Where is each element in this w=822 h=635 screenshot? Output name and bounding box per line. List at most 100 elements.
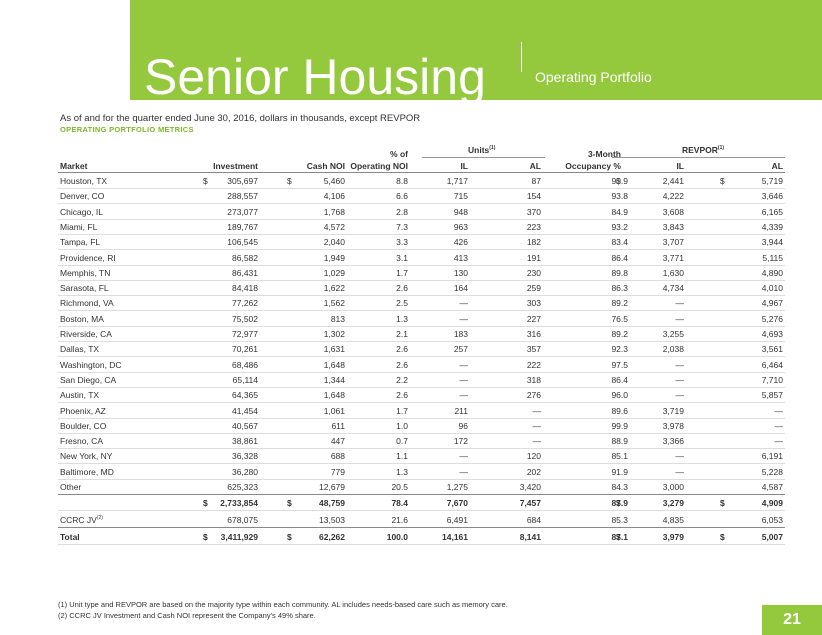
cell: — (459, 451, 469, 462)
cell: 1,302 (323, 329, 345, 339)
rule (58, 448, 785, 450)
cell: 2.6 (396, 344, 408, 355)
market: Baltimore, MD (60, 466, 114, 477)
rule (58, 203, 785, 205)
cell: 0.7 (396, 436, 408, 447)
rule (58, 233, 785, 235)
cell: 3,366 (662, 436, 684, 447)
cell: — (459, 359, 469, 370)
cell: — (675, 313, 685, 324)
cell: 8,141 (519, 532, 541, 542)
cell: 447 (330, 436, 345, 447)
cell: 413 (453, 252, 468, 263)
market: Riverside, CA (60, 329, 112, 339)
cell: — (675, 451, 685, 462)
cell: 13,503 (319, 515, 345, 525)
cell: 36,328 (232, 451, 258, 462)
cell: 97.5 (611, 359, 628, 370)
market: Dallas, TX (60, 344, 100, 355)
cell: 1,631 (323, 344, 345, 355)
col-header: Operating NOI (350, 161, 408, 171)
cell: 77,262 (232, 298, 258, 309)
cell: 1,648 (323, 359, 345, 370)
cell: 87.1 (611, 532, 628, 542)
market: Fresno, CA (60, 436, 103, 447)
cell: 3,420 (519, 482, 541, 492)
cell: 963 (453, 221, 468, 232)
cell: 1,717 (446, 176, 468, 186)
rule (58, 544, 785, 545)
cell: 1,768 (323, 206, 345, 217)
rule (58, 494, 785, 495)
cell: 12,679 (319, 482, 345, 492)
cell: 93.2 (611, 221, 628, 232)
cell: 88.9 (611, 436, 628, 447)
cell: 65,114 (232, 374, 258, 385)
cell: 4,909 (761, 498, 783, 508)
rule (58, 188, 785, 189)
cell: 1,630 (662, 267, 684, 278)
col-header: AL (529, 161, 541, 171)
currency: $ (720, 532, 725, 542)
cell: 230 (526, 267, 541, 278)
cell: 2.6 (396, 390, 408, 401)
cell: 5,460 (323, 176, 345, 186)
currency: $ (287, 532, 292, 542)
heading: OPERATING PORTFOLIO METRICS (60, 125, 194, 134)
cell: 3,608 (662, 206, 684, 217)
cell: 357 (526, 344, 541, 355)
cell: 305,697 (227, 176, 258, 186)
cell: 779 (330, 466, 345, 477)
cell: 5,276 (761, 313, 783, 324)
cell: 948 (453, 206, 468, 217)
cell: 5,857 (761, 390, 783, 401)
rule (58, 279, 785, 281)
cell: 4,339 (761, 221, 783, 232)
cell: 370 (526, 206, 541, 217)
cell: 426 (453, 237, 468, 248)
rule (58, 264, 785, 266)
cell: 3.1 (396, 252, 408, 263)
cell: 4,572 (323, 221, 345, 232)
cell: 3,843 (662, 221, 684, 232)
cell: 1,275 (446, 482, 468, 492)
col-header: Occupancy % (565, 161, 621, 171)
cell: 273,077 (227, 206, 258, 217)
cell: — (532, 436, 542, 447)
cell: 1.1 (396, 451, 408, 462)
col-header: Investment (213, 161, 258, 171)
currency: $ (203, 498, 208, 508)
cell: 1.3 (396, 313, 408, 324)
currency: $ (720, 176, 725, 186)
market: Providence, RI (60, 252, 116, 263)
cell: 1,622 (323, 283, 345, 294)
cell: 688 (330, 451, 345, 462)
market: Miami, FL (60, 221, 98, 232)
cell: 154 (526, 191, 541, 202)
cell: 2.6 (396, 359, 408, 370)
cell: 4,106 (323, 191, 345, 202)
market: Total (60, 532, 80, 542)
cell: 92.3 (611, 344, 628, 355)
cell: 684 (526, 515, 541, 525)
cell: 2.1 (396, 329, 408, 339)
cell: 211 (454, 405, 468, 416)
currency: $ (616, 176, 621, 186)
section: Operating Portfolio (535, 69, 652, 85)
rule (58, 432, 785, 434)
footnote: (1) Unit type and REVPOR are based on th… (58, 600, 508, 609)
cell: 227 (526, 313, 541, 324)
currency: $ (203, 176, 208, 186)
cell: 86,582 (232, 252, 258, 263)
cell: 4,967 (761, 298, 783, 309)
cell: 21.6 (391, 515, 408, 525)
rule (58, 172, 785, 173)
cell: 40,567 (232, 420, 258, 431)
cell: 6,491 (446, 515, 468, 525)
cell: 182 (526, 237, 541, 248)
cell: 625,323 (227, 482, 258, 492)
cell: 1,949 (323, 252, 345, 263)
cell: 3,978 (662, 420, 684, 431)
cell: — (774, 436, 784, 447)
